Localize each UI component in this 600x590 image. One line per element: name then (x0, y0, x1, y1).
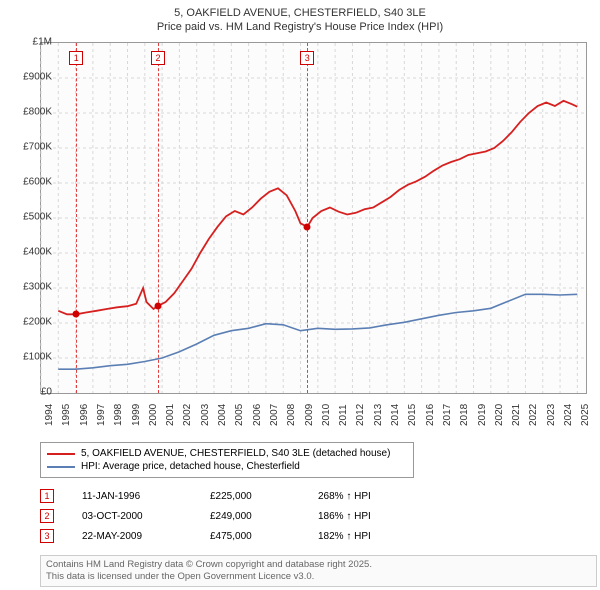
y-tick-label: £300K (23, 282, 52, 293)
x-tick-label: 1997 (96, 404, 107, 426)
event-marker: 1 (69, 51, 83, 65)
legend-swatch (47, 466, 75, 468)
x-tick-label: 2014 (390, 404, 401, 426)
footer-line2: This data is licensed under the Open Gov… (46, 571, 591, 583)
event-marker: 2 (151, 51, 165, 65)
event-pct: 182% ↑ HPI (318, 531, 418, 542)
events-table-row: 1 11-JAN-1996 £225,000 268% ↑ HPI (40, 486, 585, 506)
event-price: £475,000 (210, 531, 290, 542)
event-line (158, 43, 159, 393)
title-line1: 5, OAKFIELD AVENUE, CHESTERFIELD, S40 3L… (0, 6, 600, 20)
legend-item: 5, OAKFIELD AVENUE, CHESTERFIELD, S40 3L… (47, 447, 407, 460)
x-tick-label: 2020 (494, 404, 505, 426)
y-tick-label: £900K (23, 72, 52, 83)
legend-swatch (47, 453, 75, 455)
chart-title: 5, OAKFIELD AVENUE, CHESTERFIELD, S40 3L… (0, 0, 600, 35)
x-tick-label: 2010 (321, 404, 332, 426)
y-tick-label: £1M (33, 37, 52, 48)
event-line (76, 43, 77, 393)
events-table-row: 2 03-OCT-2000 £249,000 186% ↑ HPI (40, 506, 585, 526)
x-tick-label: 2016 (425, 404, 436, 426)
y-tick-label: £600K (23, 177, 52, 188)
event-price: £225,000 (210, 491, 290, 502)
event-date: 11-JAN-1996 (82, 491, 182, 502)
x-tick-label: 1998 (113, 404, 124, 426)
x-tick-label: 1995 (61, 404, 72, 426)
x-tick-label: 2002 (182, 404, 193, 426)
plot-area: 1 2 3 (40, 42, 587, 394)
x-tick-label: 2004 (217, 404, 228, 426)
x-tick-label: 2024 (563, 404, 574, 426)
x-tick-label: 2021 (511, 404, 522, 426)
x-tick-label: 2013 (373, 404, 384, 426)
x-tick-label: 2008 (286, 404, 297, 426)
x-tick-label: 2018 (459, 404, 470, 426)
footer-attribution: Contains HM Land Registry data © Crown c… (40, 555, 597, 587)
y-tick-label: £800K (23, 107, 52, 118)
legend: 5, OAKFIELD AVENUE, CHESTERFIELD, S40 3L… (40, 442, 414, 478)
event-point (73, 311, 80, 318)
event-point (304, 223, 311, 230)
x-tick-label: 2011 (338, 404, 349, 426)
legend-label: 5, OAKFIELD AVENUE, CHESTERFIELD, S40 3L… (81, 448, 390, 459)
event-point (154, 302, 161, 309)
event-badge: 1 (40, 489, 54, 503)
legend-label: HPI: Average price, detached house, Ches… (81, 461, 300, 472)
event-date: 03-OCT-2000 (82, 511, 182, 522)
x-tick-label: 1996 (79, 404, 90, 426)
x-tick-label: 2006 (252, 404, 263, 426)
event-marker: 3 (300, 51, 314, 65)
x-tick-label: 2000 (148, 404, 159, 426)
x-tick-label: 2022 (528, 404, 539, 426)
event-line (307, 43, 308, 393)
x-tick-label: 1999 (131, 404, 142, 426)
y-tick-label: £400K (23, 247, 52, 258)
x-tick-label: 2012 (355, 404, 366, 426)
x-tick-label: 1994 (44, 404, 55, 426)
footer-line1: Contains HM Land Registry data © Crown c… (46, 559, 591, 571)
x-tick-label: 2005 (234, 404, 245, 426)
y-tick-label: £500K (23, 212, 52, 223)
x-tick-label: 2001 (165, 404, 176, 426)
event-badge: 2 (40, 509, 54, 523)
event-date: 22-MAY-2009 (82, 531, 182, 542)
x-tick-label: 2019 (477, 404, 488, 426)
event-pct: 268% ↑ HPI (318, 491, 418, 502)
x-tick-label: 2007 (269, 404, 280, 426)
event-pct: 186% ↑ HPI (318, 511, 418, 522)
y-tick-label: £100K (23, 352, 52, 363)
x-tick-label: 2009 (304, 404, 315, 426)
event-price: £249,000 (210, 511, 290, 522)
x-tick-label: 2017 (442, 404, 453, 426)
x-tick-label: 2003 (200, 404, 211, 426)
event-badge: 3 (40, 529, 54, 543)
x-tick-label: 2015 (407, 404, 418, 426)
y-tick-label: £700K (23, 142, 52, 153)
events-table: 1 11-JAN-1996 £225,000 268% ↑ HPI 2 03-OCT-20… (40, 486, 585, 546)
y-tick-label: £200K (23, 317, 52, 328)
chart-container: 5, OAKFIELD AVENUE, CHESTERFIELD, S40 3L… (0, 0, 600, 590)
x-tick-label: 2023 (546, 404, 557, 426)
x-tick-label: 2025 (580, 404, 591, 426)
title-line2: Price paid vs. HM Land Registry's House … (0, 20, 600, 34)
legend-item: HPI: Average price, detached house, Ches… (47, 460, 407, 473)
y-tick-label: £0 (41, 387, 52, 398)
events-table-row: 3 22-MAY-2009 £475,000 182% ↑ HPI (40, 526, 585, 546)
series-svg (41, 43, 586, 393)
